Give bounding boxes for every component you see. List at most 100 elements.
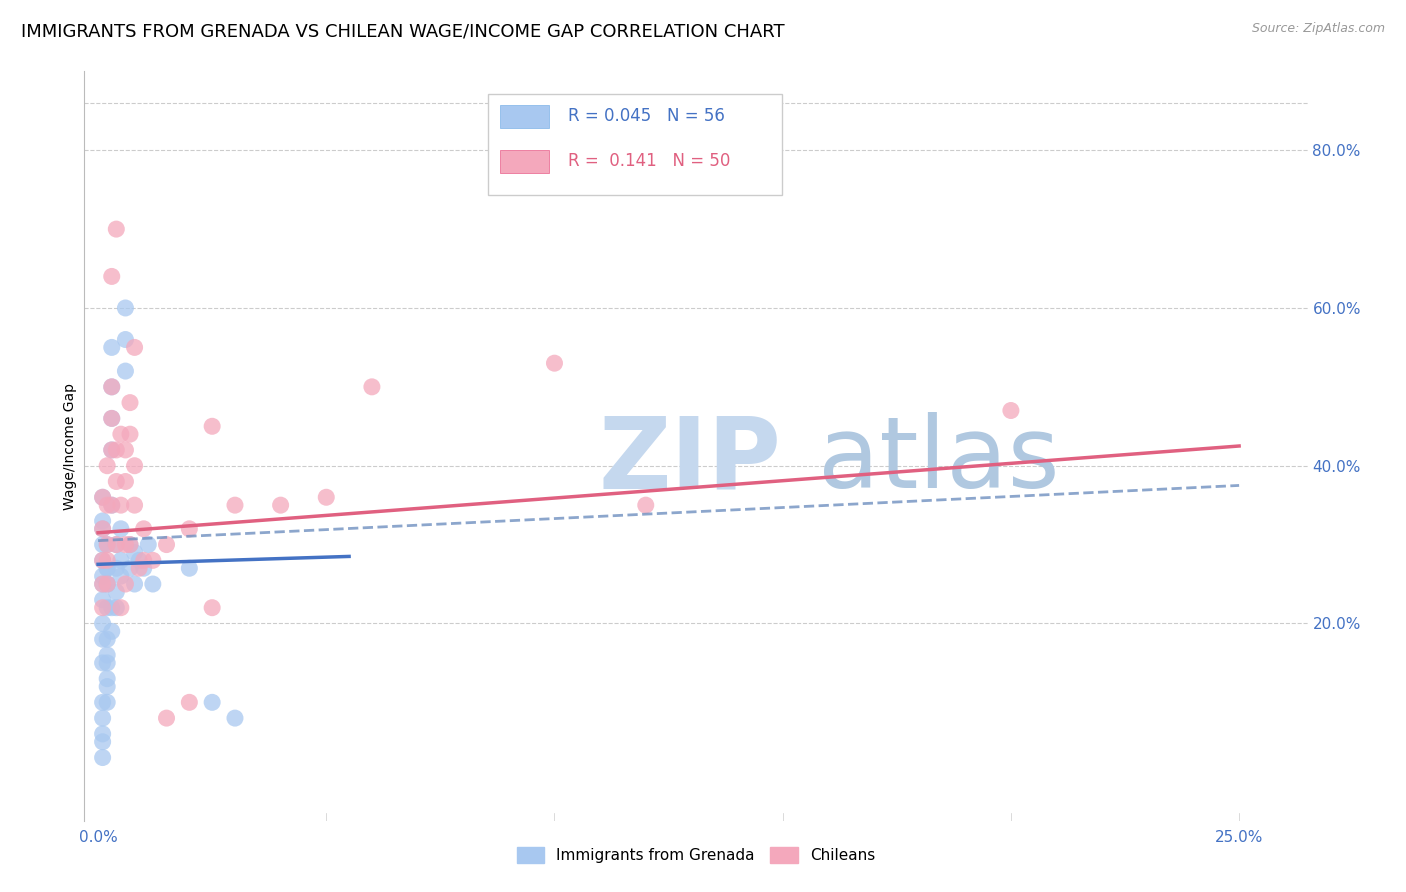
Point bbox=[91, 490, 114, 504]
Point bbox=[114, 538, 136, 552]
Point bbox=[100, 380, 122, 394]
Point bbox=[96, 656, 118, 670]
Point bbox=[96, 672, 118, 686]
Point bbox=[100, 442, 122, 457]
Point bbox=[100, 442, 122, 457]
Point bbox=[118, 538, 141, 552]
Point bbox=[105, 538, 128, 552]
Point bbox=[96, 561, 118, 575]
Point bbox=[105, 585, 128, 599]
Y-axis label: Wage/Income Gap: Wage/Income Gap bbox=[63, 383, 77, 509]
Point bbox=[91, 522, 114, 536]
Point bbox=[96, 553, 118, 567]
Point bbox=[96, 538, 118, 552]
Point bbox=[110, 498, 132, 512]
Point bbox=[118, 538, 141, 552]
Point bbox=[155, 711, 177, 725]
Point bbox=[91, 577, 114, 591]
Point bbox=[201, 419, 224, 434]
Point bbox=[91, 577, 114, 591]
Text: ZIP: ZIP bbox=[598, 412, 780, 509]
Point bbox=[91, 735, 114, 749]
Text: IMMIGRANTS FROM GRENADA VS CHILEAN WAGE/INCOME GAP CORRELATION CHART: IMMIGRANTS FROM GRENADA VS CHILEAN WAGE/… bbox=[21, 22, 785, 40]
Point bbox=[114, 442, 136, 457]
Point bbox=[91, 632, 114, 647]
Point bbox=[128, 561, 150, 575]
Point bbox=[179, 522, 201, 536]
Point bbox=[100, 411, 122, 425]
Point bbox=[91, 727, 114, 741]
Point bbox=[132, 522, 155, 536]
Point bbox=[100, 411, 122, 425]
Point bbox=[105, 538, 128, 552]
Point bbox=[96, 498, 118, 512]
Point bbox=[91, 711, 114, 725]
Point bbox=[100, 380, 122, 394]
Point bbox=[105, 475, 128, 489]
Point bbox=[124, 458, 146, 473]
Point bbox=[201, 600, 224, 615]
Bar bbox=[501, 150, 550, 172]
Point bbox=[96, 632, 118, 647]
Point bbox=[91, 656, 114, 670]
Point bbox=[96, 648, 118, 662]
Point bbox=[96, 680, 118, 694]
Point bbox=[114, 333, 136, 347]
Point bbox=[201, 695, 224, 709]
Point bbox=[634, 498, 657, 512]
Point bbox=[142, 577, 165, 591]
Point bbox=[132, 553, 155, 567]
FancyBboxPatch shape bbox=[488, 94, 782, 195]
Point bbox=[91, 538, 114, 552]
Text: atlas: atlas bbox=[818, 412, 1060, 509]
Point bbox=[91, 750, 114, 764]
Point bbox=[136, 538, 159, 552]
Point bbox=[105, 222, 128, 236]
Legend: Immigrants from Grenada, Chileans: Immigrants from Grenada, Chileans bbox=[510, 841, 882, 869]
Point bbox=[96, 577, 118, 591]
Point bbox=[110, 522, 132, 536]
Point bbox=[224, 711, 246, 725]
Point bbox=[91, 695, 114, 709]
Point bbox=[100, 269, 122, 284]
Point bbox=[105, 442, 128, 457]
Point bbox=[91, 514, 114, 528]
Point bbox=[96, 538, 118, 552]
Point bbox=[91, 522, 114, 536]
Point bbox=[100, 600, 122, 615]
Point bbox=[114, 577, 136, 591]
Point bbox=[124, 340, 146, 354]
Point bbox=[124, 545, 146, 559]
Point bbox=[91, 616, 114, 631]
Point bbox=[100, 340, 122, 354]
Point bbox=[110, 600, 132, 615]
Point bbox=[315, 490, 337, 504]
Point bbox=[142, 553, 165, 567]
Point bbox=[114, 301, 136, 315]
Point bbox=[361, 380, 384, 394]
Point bbox=[110, 427, 132, 442]
Point bbox=[100, 498, 122, 512]
Point bbox=[91, 592, 114, 607]
Point bbox=[124, 498, 146, 512]
Point bbox=[96, 458, 118, 473]
Point bbox=[96, 600, 118, 615]
Point bbox=[224, 498, 246, 512]
Point bbox=[118, 561, 141, 575]
Point bbox=[128, 553, 150, 567]
Point bbox=[91, 553, 114, 567]
Point bbox=[100, 498, 122, 512]
Point bbox=[110, 569, 132, 583]
Point bbox=[96, 577, 118, 591]
Point bbox=[124, 577, 146, 591]
Point bbox=[132, 561, 155, 575]
Point bbox=[105, 600, 128, 615]
Point bbox=[96, 561, 118, 575]
Point bbox=[91, 553, 114, 567]
Point bbox=[100, 624, 122, 639]
Text: R = 0.045   N = 56: R = 0.045 N = 56 bbox=[568, 107, 724, 125]
Point bbox=[114, 475, 136, 489]
Point bbox=[105, 561, 128, 575]
Point bbox=[118, 395, 141, 409]
Text: R =  0.141   N = 50: R = 0.141 N = 50 bbox=[568, 153, 730, 170]
